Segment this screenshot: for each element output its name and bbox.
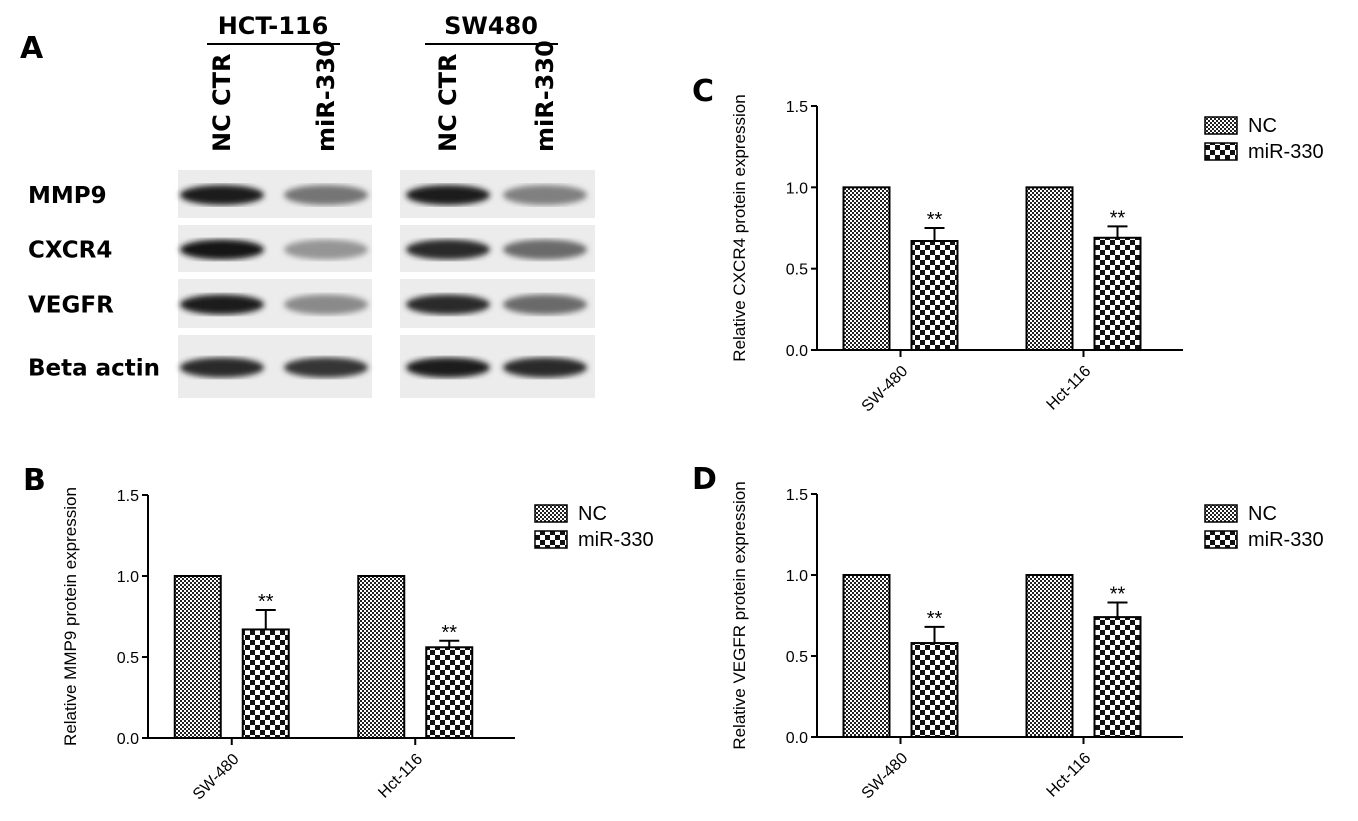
lane-label: miR-330 — [531, 40, 559, 152]
y-tick-label: 1.5 — [786, 487, 808, 504]
protein-band — [406, 239, 490, 260]
panel-letter: D — [692, 462, 717, 497]
chart-panel-d: D 0.0 0.5 1.0 1.5 Relative VEGFR protein expr… — [692, 462, 1324, 802]
row-label: VEGFR — [28, 293, 114, 319]
lane-label: NC CTR — [208, 53, 236, 152]
significance-marker: ** — [441, 622, 457, 644]
legend-label: NC — [1248, 115, 1277, 137]
bar-mir-330-hct-116 — [425, 646, 474, 740]
significance-marker: ** — [1110, 207, 1126, 229]
row-label: CXCR4 — [28, 238, 112, 264]
y-tick-label: 1.0 — [786, 180, 808, 197]
significance-marker: ** — [927, 608, 943, 630]
legend-swatch — [1204, 142, 1238, 161]
bar-nc-sw-480 — [842, 186, 891, 351]
x-tick-label: SW-480 — [190, 751, 243, 804]
significance-marker: ** — [927, 209, 943, 231]
legend-swatch — [1204, 530, 1238, 549]
y-tick-label: 0.5 — [117, 650, 139, 667]
bar-mir-330-sw-480 — [910, 240, 959, 351]
bar-mir-330-sw-480 — [241, 628, 290, 740]
lane-label: NC CTR — [434, 53, 462, 152]
protein-band — [503, 357, 587, 378]
panel-letter-a: A — [20, 31, 44, 66]
protein-band — [406, 185, 490, 205]
bar-nc-hct-116 — [1025, 574, 1074, 738]
x-tick-label: Hct-116 — [1044, 363, 1095, 414]
protein-band — [284, 294, 368, 315]
protein-band — [284, 357, 368, 378]
legend-swatch — [1204, 504, 1238, 523]
protein-band — [180, 185, 264, 205]
x-tick-label: SW-480 — [859, 750, 912, 803]
protein-band — [503, 185, 587, 205]
bar-mir-330-sw-480 — [910, 642, 959, 738]
panel-letter: B — [23, 463, 46, 498]
panel-letter: C — [692, 74, 714, 109]
lane-label: miR-330 — [312, 40, 340, 152]
legend-label: miR-330 — [578, 529, 654, 551]
legend-swatch — [534, 530, 568, 549]
legend-swatch — [534, 504, 568, 523]
protein-band — [503, 294, 587, 315]
y-tick-label: 0.0 — [786, 343, 808, 360]
significance-marker: ** — [258, 591, 274, 613]
y-tick-label: 0.0 — [117, 731, 139, 748]
bar-nc-hct-116 — [357, 575, 406, 739]
protein-band — [180, 294, 264, 315]
panel-a-western-blot: A HCT-116 SW480 NC CTR miR-330 NC CTR miR-3… — [20, 12, 595, 398]
bar-nc-hct-116 — [1025, 186, 1074, 351]
bar-mir-330-hct-116 — [1093, 236, 1142, 351]
y-tick-label: 0.5 — [786, 649, 808, 666]
y-tick-label: 1.5 — [117, 488, 139, 505]
y-axis-label: Relative VEGFR protein expression — [730, 481, 749, 749]
significance-marker: ** — [1110, 584, 1126, 606]
protein-band — [284, 185, 368, 205]
bar-nc-sw-480 — [173, 575, 222, 739]
group-label-sw480: SW480 — [444, 12, 538, 40]
protein-band — [406, 294, 490, 315]
bar-nc-sw-480 — [842, 574, 891, 738]
x-tick-label: Hct-116 — [375, 751, 426, 802]
legend-label: NC — [1248, 503, 1277, 525]
y-tick-label: 1.0 — [786, 568, 808, 585]
chart-panel-c: C 0.0 0.5 1.0 1.5 Relative CXCR4 protein expr… — [692, 74, 1324, 415]
legend-label: NC — [578, 503, 607, 525]
y-tick-label: 1.0 — [117, 569, 139, 586]
x-tick-label: Hct-116 — [1044, 750, 1095, 801]
chart-panel-b: B 0.0 0.5 1.0 1.5 Relative MMP9 protein expre… — [23, 463, 654, 803]
protein-band — [180, 357, 264, 378]
group-label-hct116: HCT-116 — [218, 12, 329, 40]
x-tick-label: SW-480 — [859, 363, 912, 416]
legend-label: miR-330 — [1248, 529, 1324, 551]
protein-band — [284, 239, 368, 260]
protein-band — [180, 239, 264, 260]
y-tick-label: 0.0 — [786, 730, 808, 747]
legend-label: miR-330 — [1248, 141, 1324, 163]
y-axis-label: Relative CXCR4 protein expression — [730, 94, 749, 361]
protein-band — [503, 239, 587, 260]
bar-mir-330-hct-116 — [1093, 616, 1142, 738]
legend-swatch — [1204, 116, 1238, 135]
row-label: Beta actin — [28, 356, 160, 382]
row-label: MMP9 — [28, 183, 107, 209]
y-tick-label: 0.5 — [786, 262, 808, 279]
y-tick-label: 1.5 — [786, 99, 808, 116]
y-axis-label: Relative MMP9 protein expression — [61, 487, 80, 746]
protein-band — [406, 357, 490, 378]
